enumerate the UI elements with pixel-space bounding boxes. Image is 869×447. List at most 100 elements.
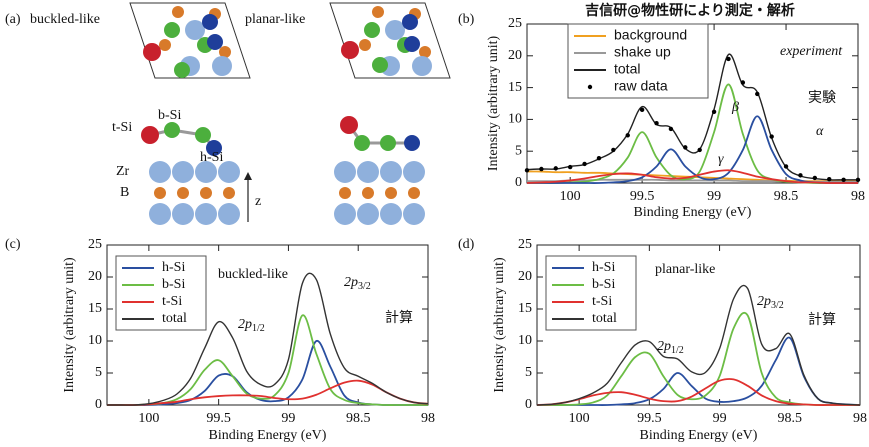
annotation-main: 2p [657,339,671,354]
y-tick-label: 15 [88,301,102,316]
atom-label: h-Si [200,150,223,165]
y-axis-label: Intensity (arbitrary unit) [62,257,77,393]
annotation: 計算 [808,312,836,328]
data-point [827,177,831,181]
data-point [726,57,730,61]
data-point [582,162,586,166]
x-tick-label: 98.5 [774,189,799,204]
annotation: γ [718,152,724,167]
annotation: 2p1/2 [657,339,684,356]
x-tick-label: 98 [853,411,867,426]
data-point [683,145,687,149]
y-axis-label: Intensity (arbitrary unit) [486,36,501,172]
legend-label: t-Si [162,294,182,309]
annotation-sub: 3/2 [358,281,371,292]
legend-label: total [592,311,617,326]
annotation-main: 2p [757,294,771,309]
data-point [784,164,788,168]
y-tick-label: 15 [508,80,522,95]
y-tick-label: 5 [95,365,102,380]
y-tick-label: 10 [88,333,102,348]
series-line [107,341,428,405]
data-point [856,178,860,182]
legend-label: shake up [614,44,671,60]
panel-label: (d) [458,237,475,252]
annotation-sub: 1/2 [671,345,684,356]
structure-title: planar-like [245,12,305,27]
y-tick-label: 10 [518,333,532,348]
legend-label: background [614,27,687,43]
annotation-main: 2p [238,317,252,332]
y-tick-label: 15 [518,301,532,316]
data-point [697,148,701,152]
y-tick-label: 5 [525,365,532,380]
data-point [611,148,615,152]
y-tick-label: 0 [515,175,522,190]
legend-marker [588,85,592,89]
panel-label: (b) [458,12,475,27]
y-tick-label: 25 [508,16,522,31]
annotation: buckled-like [218,267,288,282]
annotation: 計算 [385,310,413,326]
panel: (c) Binding Energy (eV) Intensity (arbitra… [5,237,435,443]
legend-label: total [614,61,640,77]
data-point [755,92,759,96]
data-point [841,178,845,182]
atom-label: b-Si [158,108,181,123]
data-point [769,134,773,138]
annotation: α [816,124,824,139]
data-point [798,173,802,177]
data-point [626,133,630,137]
atom-label: t-Si [112,120,132,135]
y-axis-label: Intensity (arbitrary unit) [492,257,507,393]
annotation: 2p3/2 [757,294,784,311]
panel-label: (a) [5,12,21,27]
data-point [669,127,673,131]
y-tick-label: 5 [515,143,522,158]
data-point [568,165,572,169]
panel: (b) 吉信研@物性研により測定・解析 Binding Energy (eV) Int… [458,2,865,220]
annotation-sub: 3/2 [771,300,784,311]
layer-label: B [120,185,129,200]
data-point [554,166,558,170]
structure-title: buckled-like [30,12,100,27]
x-tick-label: 100 [569,411,590,426]
x-tick-label: 98.5 [778,411,803,426]
data-point [597,156,601,160]
legend-label: total [162,311,187,326]
annotation: β [731,100,739,115]
legend-label: raw data [614,78,668,94]
annotation: experiment [780,44,843,59]
x-tick-label: 99 [281,411,295,426]
annotation: 2p1/2 [238,317,265,334]
legend-label: h-Si [592,260,615,275]
y-tick-label: 0 [95,397,102,412]
x-tick-label: 100 [138,411,159,426]
annotation: 実験 [808,90,836,106]
panel-label: (c) [5,237,21,252]
structure-diagram: (a) buckled-like planar-like t-Si b-Si h… [5,3,450,225]
panel: (d)Binding Energy (eV)Intensity (arbitra… [458,237,867,443]
data-point [640,108,644,112]
legend-label: h-Si [162,260,185,275]
annotation-sub: 1/2 [252,323,265,334]
y-tick-label: 25 [88,237,102,252]
legend-label: t-Si [592,294,612,309]
y-tick-label: 25 [518,237,532,252]
x-tick-label: 99 [713,411,727,426]
y-tick-label: 20 [518,269,532,284]
x-tick-label: 99.5 [637,411,662,426]
data-point [525,168,529,172]
data-point [741,80,745,84]
chart-title: 吉信研@物性研により測定・解析 [585,2,795,19]
annotation: planar-like [655,262,715,277]
y-tick-label: 10 [508,112,522,127]
series-line [537,338,860,406]
x-axis-label: Binding Energy (eV) [634,205,752,220]
y-tick-label: 20 [508,48,522,63]
data-point [539,167,543,171]
annotation-main: 2p [344,275,358,290]
x-axis-label: Binding Energy (eV) [209,428,327,443]
atoms-side [141,116,425,225]
x-tick-label: 100 [560,189,581,204]
